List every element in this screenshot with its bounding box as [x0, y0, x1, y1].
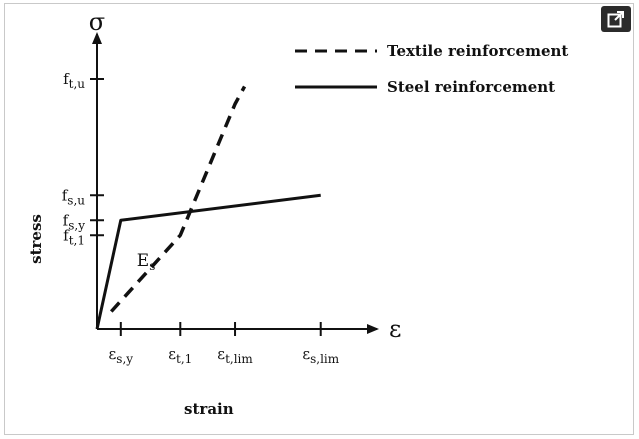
y-axis-symbol: σ	[89, 8, 105, 36]
x-axis-label: strain	[184, 400, 234, 418]
y-tick-label: ft,1	[63, 226, 85, 247]
modulus-annotation: Es	[137, 251, 156, 273]
x-tick-label: εs,lim	[302, 345, 339, 366]
legend-label: Steel reinforcement	[387, 78, 555, 96]
y-tick-label: fs,u	[62, 186, 86, 207]
ticks: ft,1fs,y fs,u ft,u εs,y εt,1 εt,lim εs,lim	[62, 70, 340, 366]
x-axis-symbol: ε	[389, 315, 401, 343]
series-line-steel	[95, 193, 321, 330]
stress-strain-chart: ft,1fs,y fs,u ft,u εs,y εt,1 εt,lim εs,lim Tex…	[27, 8, 568, 418]
labels: σ ε Es strain stress	[27, 8, 401, 418]
series-lines	[95, 85, 321, 330]
series-line-textile	[109, 85, 247, 313]
legend-label: Textile reinforcement	[387, 42, 568, 60]
y-tick-label: fs,y	[63, 211, 86, 232]
y-tick-label: ft,u	[63, 70, 85, 91]
expand-image-button[interactable]	[601, 6, 631, 32]
expand-icon	[607, 11, 624, 28]
x-tick-label: εt,lim	[217, 345, 253, 366]
axes	[92, 32, 379, 334]
x-tick-label: εs,y	[109, 345, 134, 366]
legend: Textile reinforcement Steel reinforcement	[295, 42, 568, 96]
figure-frame: ft,1 fs,y fs,u ft,u εs,y εt,1 εt,lim εs,lim Tex…	[4, 3, 634, 435]
y-axis-label: stress	[27, 214, 45, 264]
x-tick-label: εt,1	[168, 345, 192, 366]
